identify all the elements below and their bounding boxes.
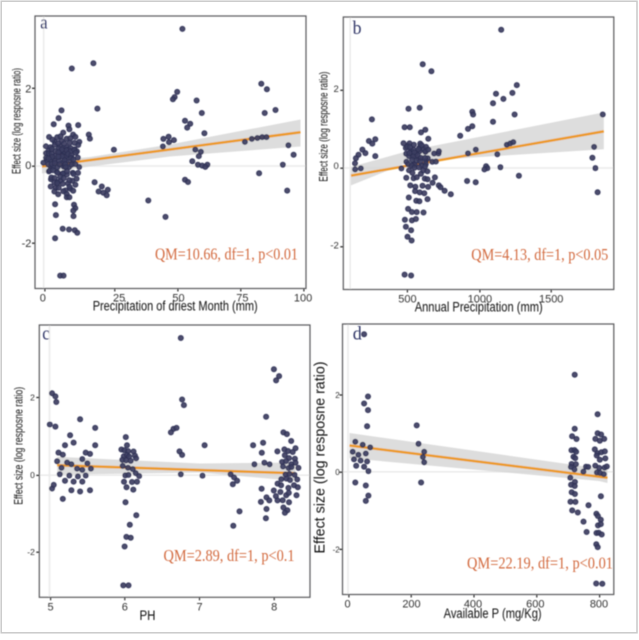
svg-text:Effect size (log resposne rati: Effect size (log resposne ratio) <box>10 68 24 174</box>
svg-text:100: 100 <box>294 293 312 305</box>
svg-text:Precipitation of driest Month: Precipitation of driest Month (mm) <box>93 299 258 314</box>
svg-text:0: 0 <box>344 599 350 611</box>
svg-text:2: 2 <box>25 83 31 95</box>
svg-text:2: 2 <box>335 391 340 400</box>
svg-text:2: 2 <box>30 393 35 403</box>
svg-text:1000: 1000 <box>468 294 492 306</box>
svg-text:0: 0 <box>335 468 340 477</box>
svg-text:-2: -2 <box>333 545 341 554</box>
svg-text:QM=10.66, df=1, p<0.01: QM=10.66, df=1, p<0.01 <box>155 245 298 264</box>
svg-text:50: 50 <box>172 293 184 305</box>
svg-text:PH: PH <box>140 608 156 623</box>
svg-text:0: 0 <box>30 470 35 480</box>
svg-text:-2: -2 <box>330 240 338 251</box>
svg-text:2: 2 <box>334 84 339 95</box>
svg-text:200: 200 <box>402 599 420 611</box>
svg-text:0: 0 <box>25 160 31 172</box>
svg-text:Effect size (log resposne rati: Effect size (log resposne ratio) <box>11 387 25 505</box>
svg-text:Annual Precipitation (mm): Annual Precipitation (mm) <box>415 299 543 314</box>
svg-text:QM=2.89, df=1, p<0.1: QM=2.89, df=1, p<0.1 <box>164 546 295 565</box>
svg-text:8: 8 <box>271 602 277 614</box>
svg-text:0: 0 <box>334 161 339 172</box>
svg-text:QM=4.13, df=1, p<0.05: QM=4.13, df=1, p<0.05 <box>471 245 608 264</box>
svg-text:6: 6 <box>122 602 128 614</box>
svg-text:400: 400 <box>464 599 482 611</box>
svg-text:c: c <box>42 324 49 345</box>
svg-text:75: 75 <box>236 293 248 305</box>
svg-text:500: 500 <box>398 294 416 306</box>
svg-text:-2: -2 <box>22 238 32 250</box>
svg-text:800: 800 <box>590 599 608 611</box>
svg-text:QM=22.19, df=1, p<0.01: QM=22.19, df=1, p<0.01 <box>467 554 613 573</box>
svg-text:-2: -2 <box>27 547 35 557</box>
svg-text:5: 5 <box>48 602 54 614</box>
svg-text:Available P (mg/Kg): Available P (mg/Kg) <box>444 606 542 621</box>
svg-text:0: 0 <box>40 293 46 305</box>
svg-text:b: b <box>353 18 362 39</box>
svg-text:a: a <box>40 13 48 34</box>
svg-text:600: 600 <box>526 599 544 611</box>
svg-text:Effect size (log resposne rati: Effect size (log resposne ratio) <box>312 362 328 554</box>
svg-text:1500: 1500 <box>539 294 563 306</box>
svg-text:d: d <box>353 323 362 344</box>
svg-text:25: 25 <box>113 293 125 305</box>
svg-text:7: 7 <box>196 602 202 614</box>
svg-text:Effect size (log resposne rati: Effect size (log resposne ratio) <box>317 72 331 182</box>
